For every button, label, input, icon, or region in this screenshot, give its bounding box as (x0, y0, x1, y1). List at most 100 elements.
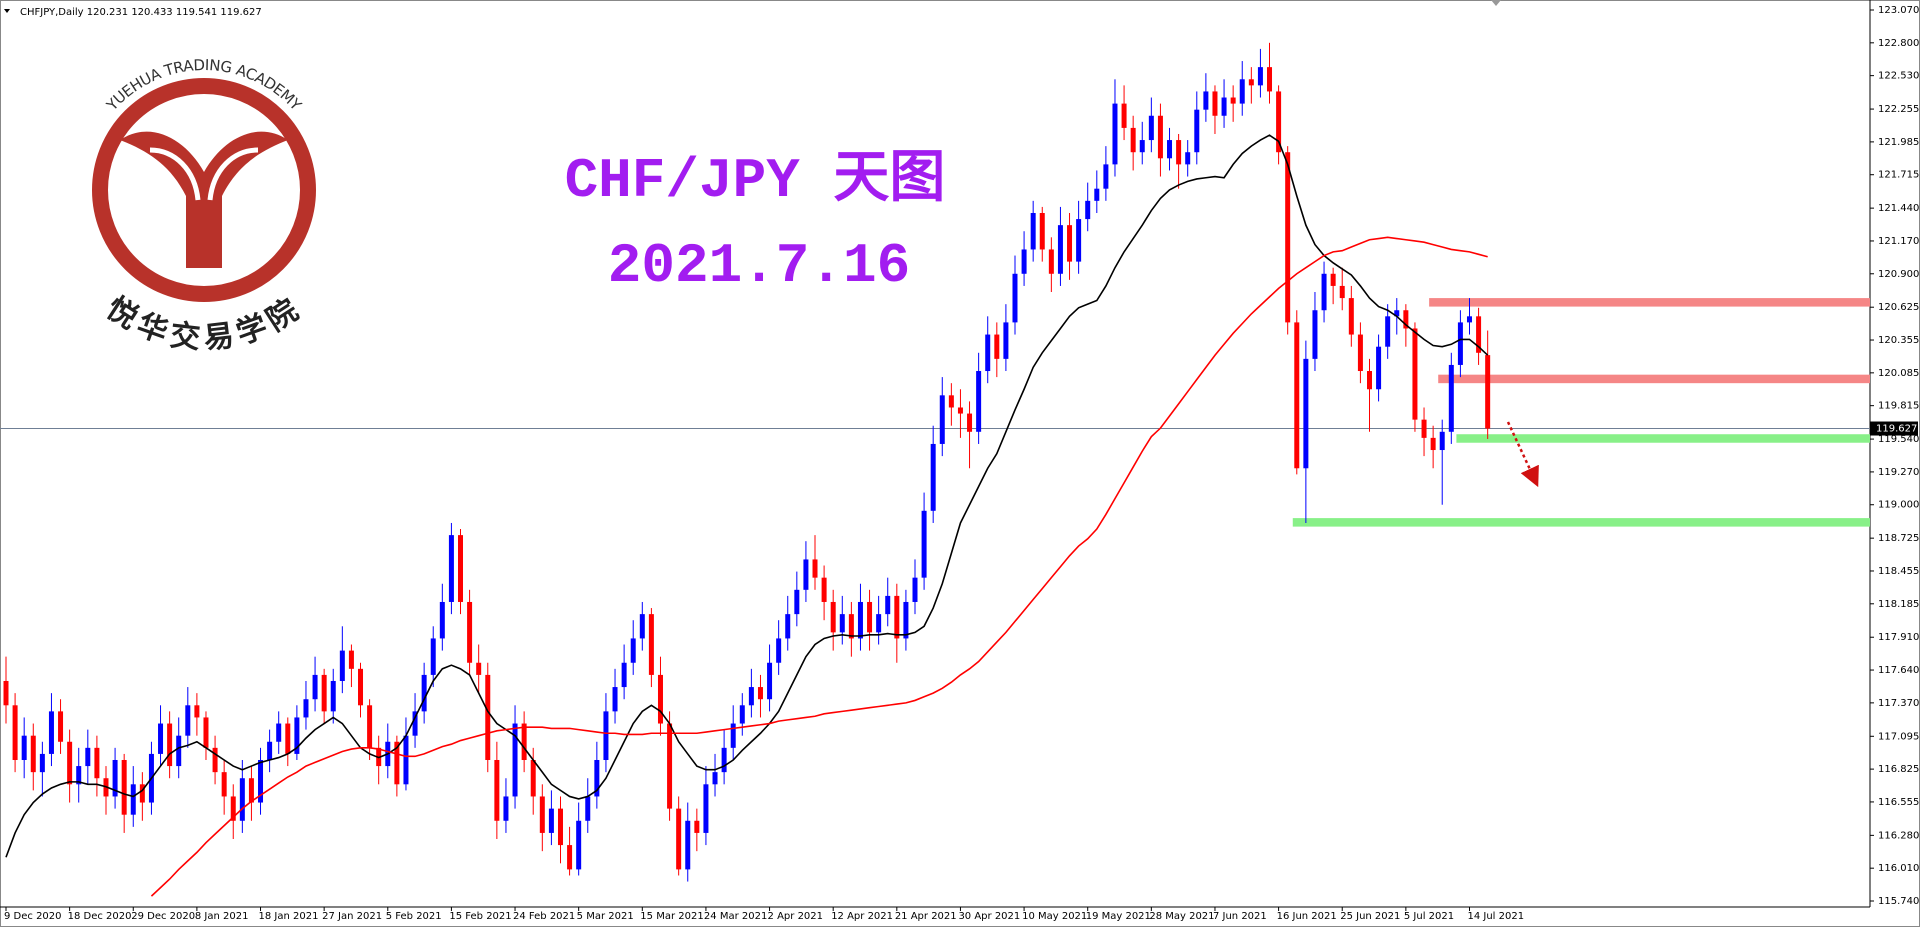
candle-body (548, 808, 554, 833)
candle-body (85, 747, 91, 767)
candle-body (639, 614, 645, 639)
candle-body (1039, 212, 1045, 250)
level-zone (1456, 434, 1870, 443)
candle-body (112, 759, 118, 797)
x-tick-label: 30 Apr 2021 (958, 911, 1020, 922)
x-tick-label: 15 Mar 2021 (640, 911, 703, 922)
candle-body (757, 687, 763, 700)
x-tick-label: 15 Feb 2021 (449, 911, 511, 922)
y-tick-label: 121.170 (1878, 236, 1919, 247)
x-tick-label: 9 Dec 2020 (4, 911, 62, 922)
y-tick-label: 118.725 (1878, 533, 1919, 544)
candle-body (857, 601, 863, 639)
candle-body (1294, 322, 1300, 469)
candle-body (130, 784, 136, 815)
candle-body (1203, 91, 1209, 110)
shift-marker (1491, 0, 1501, 6)
y-tick-label: 122.255 (1878, 104, 1919, 115)
candle-body (1466, 316, 1472, 323)
y-tick-label: 122.530 (1878, 71, 1919, 82)
candle-body (303, 699, 309, 718)
candle-body (785, 614, 791, 639)
candle-body (1457, 322, 1463, 365)
y-tick-label: 116.825 (1878, 764, 1919, 775)
moving-average (150, 236, 1488, 897)
chart-title: CHF/JPY 天图 (565, 149, 946, 213)
candle-body (821, 577, 827, 602)
candle-body (521, 723, 527, 760)
candle-body (585, 796, 591, 821)
y-tick-label: 118.185 (1878, 599, 1919, 610)
chart-subtitle: 2021.7.16 (608, 234, 910, 298)
y-tick-label: 117.640 (1878, 665, 1919, 676)
candle-body (530, 759, 536, 797)
x-tick-label: 19 May 2021 (1086, 911, 1151, 922)
candle-body (703, 784, 709, 833)
y-tick-label: 115.740 (1878, 896, 1919, 907)
candle-body (412, 711, 418, 736)
candle-body (248, 778, 254, 803)
candle-body (48, 711, 54, 754)
candle-body (239, 778, 245, 821)
candle-body (1257, 67, 1263, 86)
x-tick-label: 28 May 2021 (1149, 911, 1214, 922)
level-zone (1292, 518, 1870, 527)
candle-body (1448, 364, 1454, 432)
candle-body (321, 674, 327, 712)
candle-body (39, 753, 45, 773)
candle-body (612, 687, 618, 712)
x-tick-label: 7 Jun 2021 (1213, 911, 1267, 922)
candle-body (676, 808, 682, 870)
candle-body (776, 638, 782, 663)
candle-body (21, 735, 27, 760)
candle-body (1167, 140, 1173, 159)
candle-body (203, 717, 209, 748)
candle-body (567, 845, 573, 870)
candle-body (921, 510, 927, 578)
x-tick-label: 18 Dec 2020 (68, 911, 132, 922)
candle-body (1112, 103, 1118, 165)
candle-body (1212, 91, 1218, 116)
candle-body (867, 601, 873, 633)
candle-body (767, 662, 773, 700)
menu-marker (4, 9, 10, 13)
candle-body (730, 723, 736, 748)
candle-body (1367, 371, 1372, 390)
candle-body (421, 674, 427, 712)
candle-body (1021, 249, 1027, 274)
candle-body (430, 638, 436, 675)
candle-body (930, 443, 936, 511)
candle-body (367, 705, 373, 748)
x-tick-label: 2 Apr 2021 (768, 911, 823, 922)
candle-body (1067, 225, 1073, 262)
candle-body (30, 735, 36, 773)
candle-body (1048, 249, 1054, 274)
candle-body (876, 614, 882, 633)
candle-body (1385, 316, 1391, 347)
candles (3, 42, 1491, 882)
candle-body (1012, 273, 1018, 323)
y-tick-label: 120.355 (1878, 335, 1919, 346)
candle-body (1085, 200, 1091, 220)
x-tick-label: 16 Jun 2021 (1277, 911, 1337, 922)
candle-body (94, 747, 100, 779)
candle-body (748, 687, 754, 706)
y-tick-label: 117.370 (1878, 698, 1919, 709)
candle-body (230, 796, 236, 821)
candle-body (503, 796, 509, 821)
candle-body (485, 674, 491, 760)
x-tick-label: 18 Jan 2021 (259, 911, 319, 922)
candle-body (985, 334, 991, 372)
x-tick-label: 29 Dec 2020 (131, 911, 195, 922)
y-tick-label: 123.070 (1878, 5, 1919, 16)
logo-ring (92, 78, 316, 302)
candle-body (12, 705, 18, 760)
level-zone (1438, 374, 1870, 384)
candle-body (1185, 152, 1191, 165)
current-price-box (1870, 421, 1918, 436)
candle-body (58, 711, 64, 742)
candle-body (1057, 225, 1063, 274)
x-tick-label: 21 Apr 2021 (895, 911, 957, 922)
